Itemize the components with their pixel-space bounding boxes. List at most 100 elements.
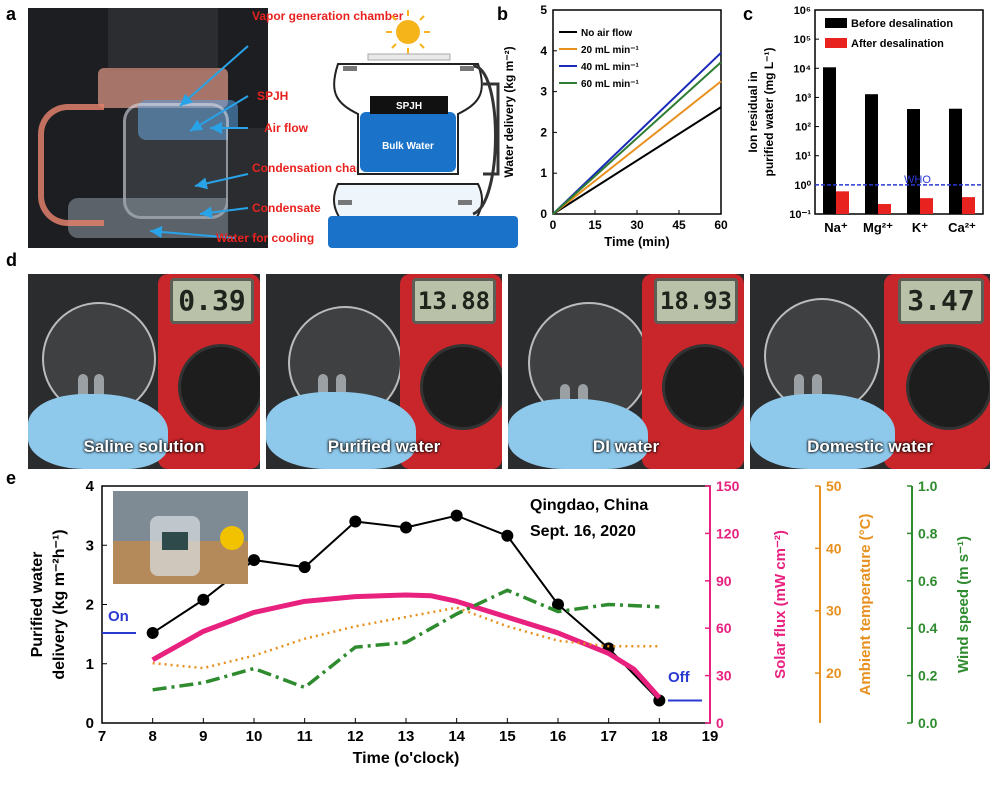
chart-e-date: Sept. 16, 2020 — [530, 523, 636, 540]
chart-e-point — [450, 509, 463, 522]
lcd-purified: 13.88 — [412, 278, 496, 324]
chart-c-ylabel-line1: Ion residual in — [746, 71, 760, 152]
device-photo-labels: Vapor generation chamber SPJH Air flow C… — [149, 9, 404, 245]
panel-letter-d: d — [6, 250, 17, 270]
lcd-domestic: 3.47 — [898, 278, 984, 324]
chart-e-series-line — [152, 606, 660, 670]
chart-b-xtick-label: 15 — [588, 218, 602, 232]
chart-e-xtick-label: 8 — [148, 728, 156, 745]
chart-e-xtick-label: 13 — [398, 728, 415, 745]
panel-letter-c: c — [743, 4, 754, 24]
panel-letter-b: b — [497, 4, 508, 24]
caption-domestic: Domestic water — [807, 437, 933, 456]
chart-b-ytick-label: 2 — [540, 125, 547, 139]
chart-e-ytick-right-label: 20 — [826, 665, 842, 681]
chart-e-ytick-right-label: 0.2 — [918, 668, 938, 684]
chart-e-ytick-left-label: 2 — [86, 597, 94, 614]
chart-c-category-label: Ca²⁺ — [948, 220, 976, 235]
chart-e-ytick-left-label: 0 — [86, 715, 94, 732]
chart-b-series-line — [552, 61, 722, 215]
chart-b-ytick-label: 3 — [540, 85, 547, 99]
chart-e-xtick-label: 16 — [550, 728, 567, 745]
chart-e-xlabel: Time (o'clock) — [353, 750, 460, 767]
chart-b-legend-label: No air flow — [581, 28, 632, 39]
chart-b-legend-label: 20 mL min⁻¹ — [581, 45, 640, 56]
chart-b-xtick-label: 60 — [714, 218, 728, 232]
chart-c-who-label: WHO — [904, 174, 931, 186]
chart-c-legend-label: After desalination — [851, 38, 944, 50]
caption-di: DI water — [592, 437, 660, 456]
chart-c-bar — [920, 198, 933, 214]
chart-e-ylabel-right: Solar flux (mW cm⁻²) — [772, 530, 789, 679]
caption-purified: Purified water — [327, 437, 441, 456]
chart-c-legend-swatch — [825, 18, 847, 28]
chart-c-bar — [878, 204, 891, 214]
label-condensate: Condensate — [252, 201, 321, 215]
photo-domestic: 3.47 Domestic water — [750, 274, 990, 469]
chart-b-ytick-label: 1 — [540, 166, 547, 180]
chart-c: 10⁻¹ 10⁰ 10¹ 10² 10³ 10⁴ 10⁵ 10⁶ Ion residual in… — [746, 5, 984, 235]
chart-b-series-line — [552, 52, 722, 215]
chart-e-ytick-left-label: 4 — [86, 478, 95, 495]
lcd-di: 18.93 — [654, 278, 738, 324]
chart-c-category-label: Mg²⁺ — [863, 220, 893, 235]
chart-c-bar — [865, 94, 878, 214]
label-air-flow: Air flow — [264, 121, 309, 135]
device-schematic: SPJH Bulk Water — [328, 10, 518, 248]
device-photo — [28, 8, 268, 248]
chart-e-xtick-label: 11 — [297, 728, 313, 745]
chart-e-xtick-label: 18 — [651, 728, 668, 745]
chart-b-frame — [552, 9, 722, 215]
chart-e-ytick-right-label: 0.0 — [918, 715, 938, 731]
chart-b-xtick-label: 45 — [672, 218, 686, 232]
label-water-cooling: Water for cooling — [216, 231, 314, 245]
chart-e-on-label: On — [108, 608, 129, 625]
chart-e-ytick-right-label: 30 — [716, 668, 732, 684]
sun-icon — [386, 10, 430, 54]
chart-c-category-label: K⁺ — [912, 220, 928, 235]
chart-c-bar — [823, 67, 836, 215]
chart-e-ytick-right-label: 0 — [716, 715, 724, 731]
label-spjh: SPJH — [257, 89, 288, 103]
chart-e-ytick-right-label: 50 — [826, 478, 842, 494]
chart-c-category-label: Na⁺ — [824, 220, 848, 235]
chart-e-ylabel-left-line1: Purified water — [29, 552, 46, 658]
chart-c-legend-swatch — [825, 38, 847, 48]
chart-e-ylabel-right: Ambient temperature (°C) — [857, 514, 874, 696]
chart-e-ytick-left-label: 1 — [86, 656, 94, 673]
chart-e-xtick-label: 9 — [199, 728, 207, 745]
chart-c-bar — [962, 197, 975, 214]
chart-e-ytick-right-label: 0.8 — [918, 525, 938, 541]
chart-e-xtick-label: 15 — [499, 728, 516, 745]
chart-e-ytick-right-label: 30 — [826, 603, 842, 619]
chart-e-inset-photo — [113, 491, 248, 584]
chart-e-ylabel-left-line2: delivery (kg m⁻²h⁻¹) — [51, 529, 68, 679]
chart-e-point — [248, 554, 260, 567]
chart-b-xtick-label: 30 — [630, 218, 644, 232]
chart-c-ytick-label: 10⁶ — [794, 5, 811, 17]
chart-c-ytick-label: 10⁵ — [794, 34, 811, 46]
chart-e-location: Qingdao, China — [530, 497, 648, 514]
chart-e-point — [501, 529, 514, 542]
chart-c-bar — [949, 108, 962, 214]
chart-c-ytick-label: 10⁻¹ — [789, 209, 811, 221]
caption-saline: Saline solution — [83, 437, 205, 456]
chart-e-point — [400, 521, 412, 534]
chart-c-ytick-label: 10¹ — [795, 151, 811, 163]
chart-c-ytick-label: 10⁴ — [793, 63, 811, 75]
chart-e-xtick-label: 10 — [246, 728, 263, 745]
photo-purified: 13.88 Purified water — [266, 274, 502, 469]
chart-e-point — [552, 598, 564, 611]
chart-b-ylabel: Water delivery (kg m⁻²) — [502, 46, 516, 177]
chart-c-ytick-label: 10⁰ — [794, 180, 811, 192]
chart-b-ytick-label: 0 — [540, 207, 547, 221]
chart-e-ytick-left-label: 3 — [86, 537, 94, 554]
chart-e-ytick-right-label: 120 — [716, 525, 740, 541]
chart-e-ytick-right-label: 90 — [716, 573, 732, 589]
chart-c-ylabel-line2: purified water (mg L⁻¹) — [762, 47, 776, 176]
lcd-saline: 0.39 — [170, 278, 254, 324]
chart-e-ytick-right-label: 40 — [826, 540, 842, 556]
chart-e-ylabel-right: Wind speed (m s⁻¹) — [955, 536, 972, 673]
